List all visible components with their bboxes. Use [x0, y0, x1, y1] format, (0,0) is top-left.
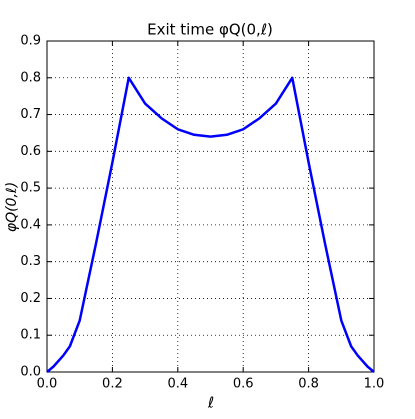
y-tick-label: 0.6 [20, 144, 41, 159]
y-tick-label: 0.0 [20, 365, 41, 380]
x-tick-label: 0.8 [298, 377, 319, 392]
chart-title: Exit time φQ(0,ℓ) [147, 21, 273, 39]
y-tick-label: 0.2 [20, 291, 41, 306]
x-tick-label: 0.4 [167, 377, 188, 392]
y-axis-label: φQ(0,ℓ) [4, 182, 20, 232]
x-tick-label: 0.2 [102, 377, 123, 392]
line [46, 76, 375, 373]
x-tick-label: 0.6 [233, 377, 254, 392]
y-tick-label: 0.9 [20, 34, 41, 49]
y-tick-label: 0.7 [20, 107, 41, 122]
y-tick-label: 0.3 [20, 254, 41, 269]
x-tick-label: 1.0 [364, 377, 385, 392]
x-tick-label: 0.0 [37, 377, 58, 392]
y-tick-label: 0.5 [20, 181, 41, 196]
y-tick-label: 0.8 [20, 70, 41, 85]
x-axis-label: ℓ [207, 394, 214, 412]
y-tick-label: 0.4 [20, 217, 41, 232]
plot-frame [46, 40, 375, 373]
y-tick-label: 0.1 [20, 328, 41, 343]
